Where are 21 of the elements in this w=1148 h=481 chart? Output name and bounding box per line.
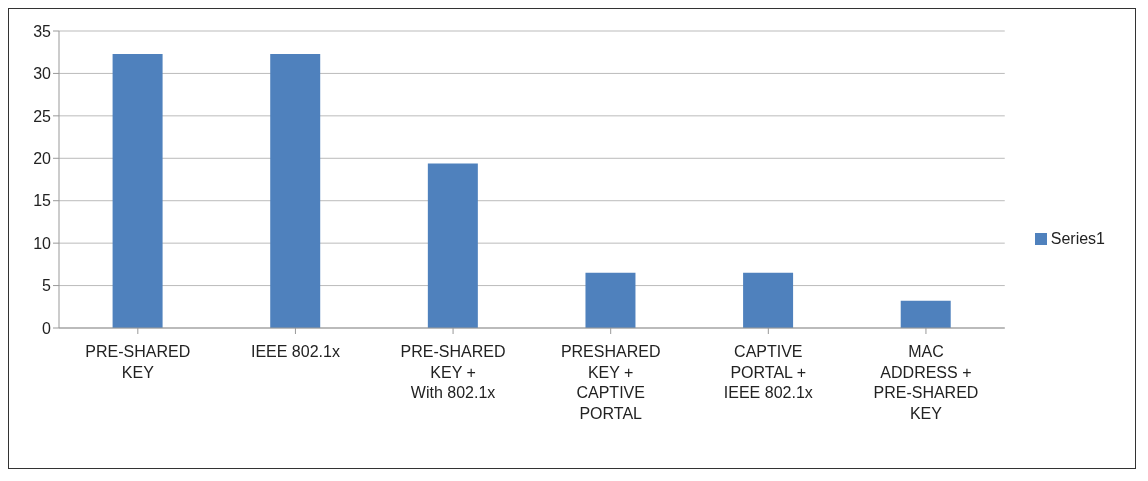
y-tick-label: 35 — [33, 22, 52, 40]
bar — [112, 53, 163, 328]
x-tick-label: MAC ADDRESS + PRE-SHARED KEY — [873, 342, 979, 423]
bar — [585, 272, 636, 328]
bar — [427, 163, 478, 328]
x-tick-label: IEEE 802.1x — [250, 342, 340, 360]
y-tick-label: 10 — [33, 234, 52, 252]
y-tick-label: 15 — [33, 192, 52, 210]
legend-label: Series1 — [1050, 229, 1105, 247]
bar — [900, 300, 951, 328]
x-tick-label: CAPTIVE PORTAL + IEEE 802.1x — [723, 342, 813, 402]
x-tick-label: PRE-SHARED KEY — [85, 342, 191, 381]
bar — [743, 272, 794, 328]
x-tick-label: PRESHARED KEY + CAPTIVE PORTAL — [560, 342, 661, 423]
y-tick-label: 0 — [42, 319, 52, 337]
y-tick-label: 25 — [33, 107, 52, 125]
x-tick-label: PRE-SHARED KEY + With 802.1x — [400, 342, 506, 402]
y-tick-label: 20 — [33, 149, 52, 167]
y-tick-label: 30 — [33, 65, 52, 83]
y-tick-label: 5 — [42, 277, 52, 295]
bar — [270, 53, 321, 328]
